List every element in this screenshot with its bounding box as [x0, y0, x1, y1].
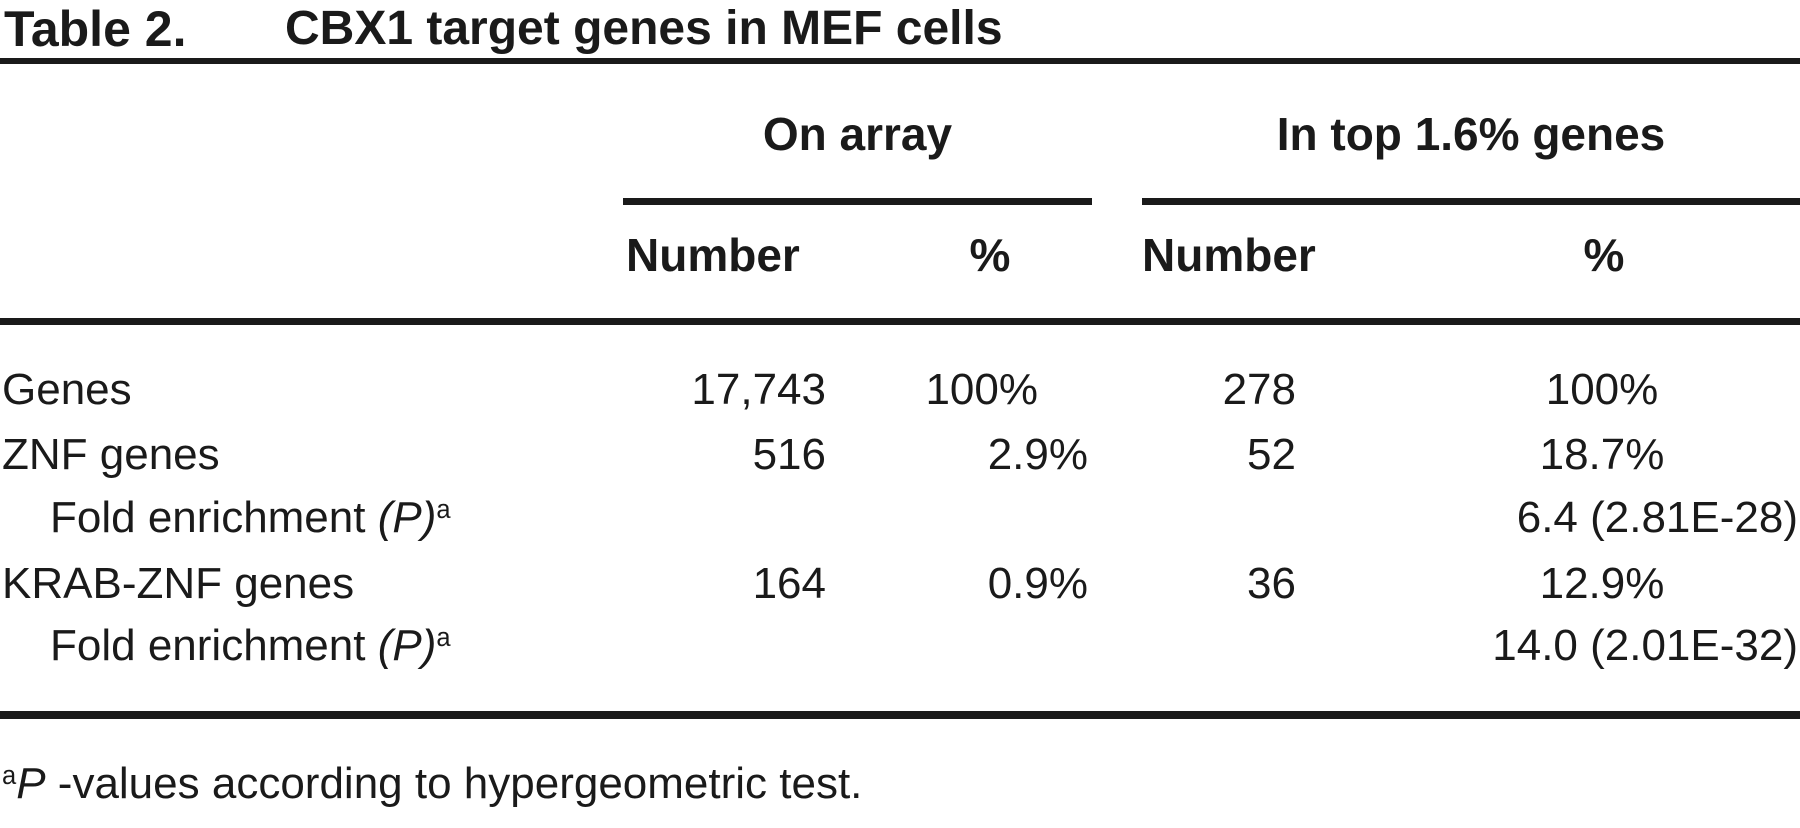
- italic-p: P: [16, 759, 46, 808]
- footnote-text: -values according to hypergeometric test…: [45, 759, 863, 808]
- footnote-marker: a: [2, 761, 17, 790]
- column-group-on-array: On array: [762, 108, 953, 160]
- spanner-rule-top-genes: [1142, 198, 1800, 205]
- header-top-percent: %: [1583, 229, 1625, 281]
- cell-on-array-percent: 100%: [925, 365, 1038, 414]
- table-row-znf-genes: ZNF genes 516 2.9% 52 18.7%: [0, 423, 1800, 487]
- header-on-array-number: Number: [626, 229, 800, 281]
- cell-top-number: 278: [1222, 365, 1296, 414]
- cell-fold-enrichment-value: 14.0 (2.01E-32): [1492, 621, 1798, 670]
- footnote-marker: a: [436, 495, 451, 524]
- cell-top-number: 52: [1247, 430, 1296, 479]
- column-group-top-genes: In top 1.6% genes: [1276, 108, 1666, 160]
- table-row-genes: Genes 17,743 100% 278 100%: [0, 358, 1800, 422]
- table-number: Table 2.: [4, 1, 187, 57]
- title-rule: [0, 58, 1800, 64]
- table-caption: CBX1 target genes in MEF cells: [285, 2, 1003, 55]
- cell-on-array-number: 164: [752, 559, 826, 608]
- table-row-fold-enrichment-krab: Fold enrichment (P)a 14.0 (2.01E-32): [0, 614, 1800, 678]
- row-label: ZNF genes: [2, 430, 220, 479]
- italic-p: (P): [377, 493, 437, 542]
- header-on-array-percent: %: [969, 229, 1011, 281]
- bottom-rule: [0, 711, 1800, 719]
- table-row-fold-enrichment-znf: Fold enrichment (P)a 6.4 (2.81E-28): [0, 486, 1800, 550]
- spanner-rule-on-array: [623, 198, 1092, 205]
- italic-p: (P): [377, 621, 437, 670]
- cell-top-percent: 12.9%: [1539, 559, 1665, 608]
- row-label: KRAB-ZNF genes: [2, 559, 355, 608]
- row-label: Fold enrichment (P)a: [50, 493, 451, 542]
- cell-on-array-percent: 2.9%: [987, 430, 1088, 479]
- cell-top-number: 36: [1247, 559, 1296, 608]
- header-top-number: Number: [1142, 229, 1316, 281]
- cell-fold-enrichment-value: 6.4 (2.81E-28): [1516, 493, 1798, 542]
- row-label: Fold enrichment (P)a: [50, 621, 451, 670]
- header-rule: [0, 318, 1800, 325]
- footnote: aP -values according to hypergeometric t…: [2, 752, 862, 822]
- cell-top-percent: 100%: [1545, 365, 1659, 414]
- cell-on-array-number: 516: [752, 430, 826, 479]
- footnote-marker: a: [436, 623, 451, 652]
- cell-on-array-percent: 0.9%: [987, 559, 1088, 608]
- row-label: Genes: [2, 365, 132, 414]
- cell-top-percent: 18.7%: [1539, 430, 1665, 479]
- table-row-krab-znf-genes: KRAB-ZNF genes 164 0.9% 36 12.9%: [0, 552, 1800, 616]
- cell-on-array-number: 17,743: [691, 365, 826, 414]
